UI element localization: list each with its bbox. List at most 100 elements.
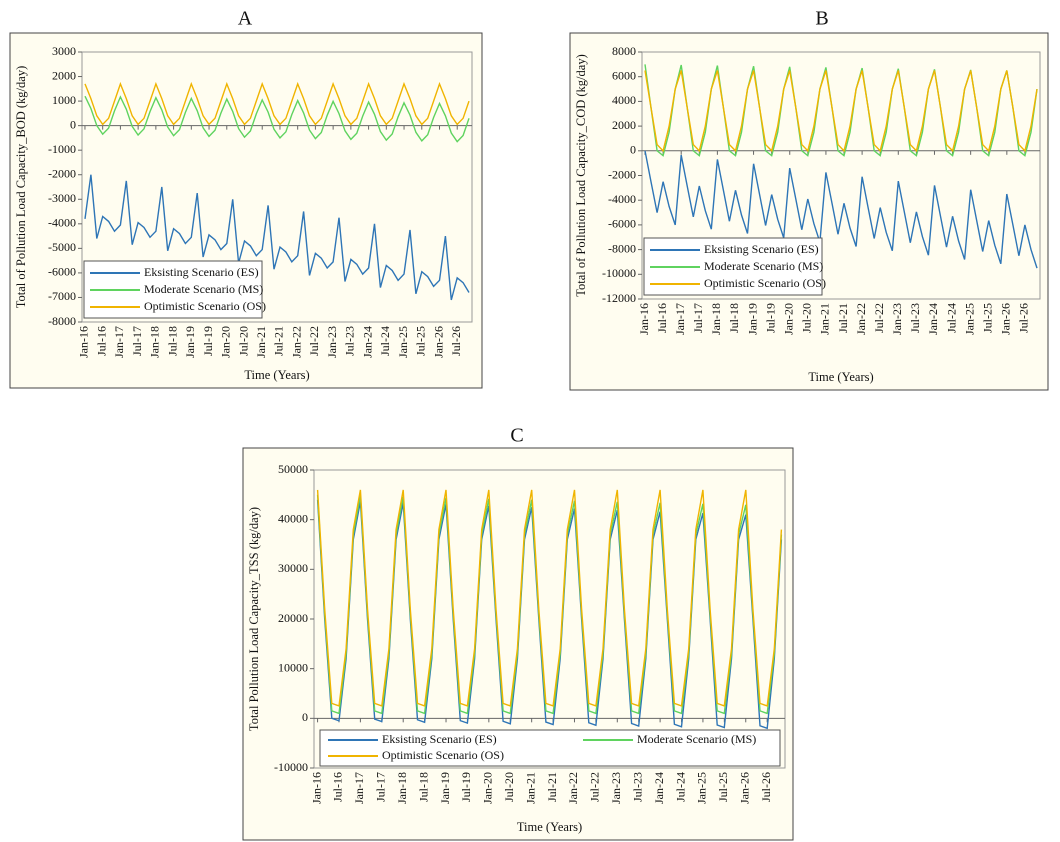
x-tick-label: Jan-20 xyxy=(219,326,233,358)
x-tick-label: Jul-17 xyxy=(691,303,705,333)
x-tick-label: Jul-23 xyxy=(908,303,922,333)
x-tick-label: Jan-26 xyxy=(738,772,752,804)
y-tick-label: -6000 xyxy=(48,265,76,279)
x-tick-label: Jan-24 xyxy=(926,303,940,335)
y-tick-label: -1000 xyxy=(48,142,76,156)
legend-label: Optimistic Scenario (OS) xyxy=(144,299,266,313)
x-tick-label: Jan-20 xyxy=(481,772,495,804)
x-tick-label: Jan-26 xyxy=(431,326,445,358)
y-tick-label: -4000 xyxy=(48,216,76,230)
x-tick-label: Jul-21 xyxy=(272,326,286,356)
x-tick-label: Jul-26 xyxy=(1017,303,1031,333)
x-tick-label: Jan-26 xyxy=(999,303,1013,335)
x-tick-label: Jan-16 xyxy=(637,303,651,335)
y-tick-label: 30000 xyxy=(278,561,308,575)
x-tick-label: Jan-21 xyxy=(254,326,268,358)
x-tick-label: Jan-18 xyxy=(148,326,162,358)
x-tick-label: Jul-16 xyxy=(94,326,108,356)
x-tick-label: Jan-20 xyxy=(781,303,795,335)
x-tick-label: Jul-19 xyxy=(763,303,777,333)
legend-label: Eksisting Scenario (ES) xyxy=(382,732,497,746)
y-tick-label: -3000 xyxy=(48,191,76,205)
y-tick-label: -10000 xyxy=(274,760,308,774)
x-axis-title: Time (Years) xyxy=(517,820,582,834)
x-tick-label: Jul-24 xyxy=(944,303,958,333)
x-tick-label: Jul-25 xyxy=(980,303,994,333)
x-tick-label: Jan-19 xyxy=(183,326,197,358)
x-tick-label: Jul-22 xyxy=(588,772,602,802)
x-tick-label: Jul-16 xyxy=(331,772,345,802)
y-axis-title: Total of Pollution Load Capacity_BOD (kg… xyxy=(14,66,28,309)
y-tick-label: -4000 xyxy=(608,192,636,206)
x-tick-label: Jan-16 xyxy=(309,772,323,804)
y-tick-label: -10000 xyxy=(602,266,636,280)
legend-label: Moderate Scenario (MS) xyxy=(144,282,263,296)
x-tick-label: Jul-21 xyxy=(545,772,559,802)
x-tick-label: Jul-20 xyxy=(502,772,516,802)
x-tick-label: Jan-23 xyxy=(609,772,623,804)
legend-label: Eksisting Scenario (ES) xyxy=(144,265,259,279)
x-tick-label: Jan-17 xyxy=(112,326,126,358)
x-tick-label: Jan-22 xyxy=(854,303,868,335)
y-tick-label: -5000 xyxy=(48,240,76,254)
legend-label: Moderate Scenario (MS) xyxy=(637,732,756,746)
x-tick-label: Jul-16 xyxy=(655,303,669,333)
x-tick-label: Jul-24 xyxy=(378,326,392,356)
y-tick-label: -2000 xyxy=(608,167,636,181)
x-tick-label: Jul-23 xyxy=(630,772,644,802)
x-tick-label: Jul-25 xyxy=(716,772,730,802)
y-tick-label: -2000 xyxy=(48,166,76,180)
x-tick-label: Jan-17 xyxy=(673,303,687,335)
x-tick-label: Jul-18 xyxy=(165,326,179,356)
y-tick-label: 40000 xyxy=(278,511,308,525)
x-tick-label: Jul-19 xyxy=(459,772,473,802)
x-tick-label: Jan-17 xyxy=(352,772,366,804)
x-tick-label: Jul-24 xyxy=(673,772,687,802)
x-tick-label: Jul-22 xyxy=(307,326,321,356)
x-tick-label: Jul-17 xyxy=(130,326,144,356)
x-tick-label: Jan-25 xyxy=(396,326,410,358)
x-tick-label: Jan-19 xyxy=(438,772,452,804)
x-tick-label: Jul-22 xyxy=(872,303,886,333)
x-tick-label: Jul-20 xyxy=(236,326,250,356)
x-tick-label: Jul-18 xyxy=(727,303,741,333)
x-tick-label: Jul-25 xyxy=(414,326,428,356)
x-tick-label: Jan-24 xyxy=(652,772,666,804)
y-tick-label: -12000 xyxy=(602,291,636,305)
y-tick-label: 50000 xyxy=(278,462,308,476)
legend-label: Eksisting Scenario (ES) xyxy=(704,242,819,256)
y-tick-label: -6000 xyxy=(608,217,636,231)
panel-title: B xyxy=(815,8,828,30)
legend-label: Moderate Scenario (MS) xyxy=(704,259,823,273)
figure: A -8000 -7000 -6000 -5000 -4000 -3000 -2000 -100… xyxy=(0,0,1060,842)
x-tick-label: Jan-18 xyxy=(709,303,723,335)
x-tick-label: Jul-21 xyxy=(836,303,850,333)
y-axis-title: Total of Pollution Load Capacity_COD (kg… xyxy=(574,54,588,297)
y-tick-label: 0 xyxy=(302,710,308,724)
y-axis-title: Total Pollution Load Capacity_TSS (kg/da… xyxy=(247,507,261,731)
x-tick-label: Jan-18 xyxy=(395,772,409,804)
y-tick-label: 10000 xyxy=(278,660,308,674)
x-axis-title: Time (Years) xyxy=(808,370,873,384)
y-tick-label: -8000 xyxy=(48,314,76,328)
y-tick-label: 3000 xyxy=(52,44,76,58)
x-tick-label: Jul-20 xyxy=(800,303,814,333)
x-tick-label: Jan-21 xyxy=(523,772,537,804)
x-tick-label: Jan-19 xyxy=(745,303,759,335)
x-tick-label: Jul-26 xyxy=(449,326,463,356)
x-tick-label: Jan-25 xyxy=(962,303,976,335)
x-tick-label: Jan-22 xyxy=(289,326,303,358)
y-tick-label: 0 xyxy=(630,143,636,157)
y-tick-label: 20000 xyxy=(278,611,308,625)
y-tick-label: -8000 xyxy=(608,241,636,255)
x-tick-label: Jan-25 xyxy=(695,772,709,804)
x-tick-label: Jul-19 xyxy=(201,326,215,356)
page: A -8000 -7000 -6000 -5000 -4000 -3000 -2000 -100… xyxy=(0,0,1060,842)
panel-title: C xyxy=(510,425,523,447)
x-tick-label: Jan-22 xyxy=(566,772,580,804)
y-tick-label: 1000 xyxy=(52,93,76,107)
y-tick-label: -7000 xyxy=(48,289,76,303)
x-tick-label: Jan-24 xyxy=(360,326,374,358)
panel-title: A xyxy=(238,8,253,30)
legend-label: Optimistic Scenario (OS) xyxy=(704,276,826,290)
